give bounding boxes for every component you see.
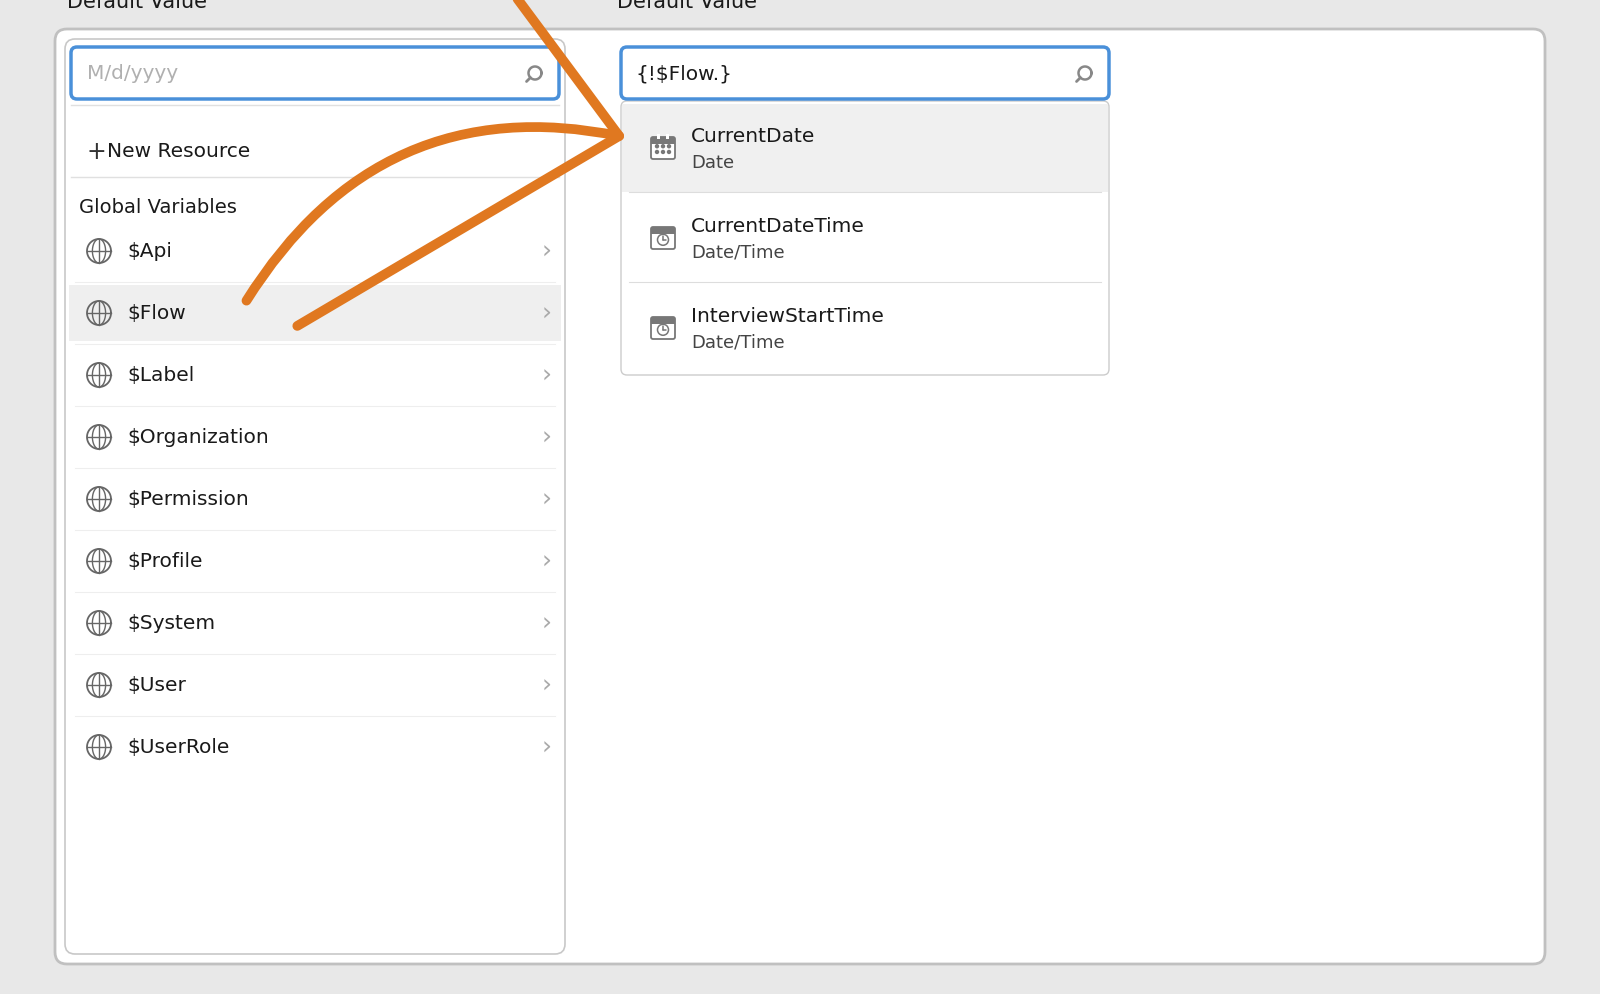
Text: $Organization: $Organization	[126, 428, 269, 447]
Text: InterviewStartTime: InterviewStartTime	[691, 307, 883, 326]
Text: ›: ›	[542, 550, 552, 574]
Circle shape	[656, 151, 659, 154]
Text: {!$Flow.}: {!$Flow.}	[635, 65, 731, 83]
FancyBboxPatch shape	[651, 138, 675, 160]
Text: New Resource: New Resource	[107, 142, 250, 161]
Bar	[651, 318, 675, 325]
Text: ›: ›	[542, 487, 552, 512]
Bar	[622, 105, 1107, 193]
Text: $UserRole: $UserRole	[126, 738, 229, 756]
Text: $Api: $Api	[126, 243, 171, 261]
Text: Date: Date	[691, 154, 734, 172]
Text: Global Variables: Global Variables	[78, 198, 237, 218]
Text: Date/Time: Date/Time	[691, 244, 784, 261]
Bar	[69, 286, 562, 342]
FancyBboxPatch shape	[621, 48, 1109, 100]
Text: $User: $User	[126, 676, 186, 695]
Text: CurrentDateTime: CurrentDateTime	[691, 218, 866, 237]
Text: Default Value: Default Value	[618, 0, 757, 12]
FancyBboxPatch shape	[70, 48, 558, 100]
Bar	[666, 135, 669, 140]
Text: ›: ›	[542, 302, 552, 326]
Text: $Permission: $Permission	[126, 490, 248, 509]
Text: Default Value: Default Value	[67, 0, 206, 12]
Bar	[651, 228, 675, 235]
FancyBboxPatch shape	[621, 102, 1109, 376]
Text: ›: ›	[542, 425, 552, 449]
Text: ›: ›	[542, 240, 552, 263]
Text: $System: $System	[126, 614, 214, 633]
Text: $Flow: $Flow	[126, 304, 186, 323]
Circle shape	[661, 145, 664, 148]
Bar	[651, 138, 675, 145]
Text: ›: ›	[542, 736, 552, 759]
Circle shape	[658, 325, 669, 336]
FancyBboxPatch shape	[54, 30, 1546, 964]
Circle shape	[667, 151, 670, 154]
FancyBboxPatch shape	[651, 228, 675, 249]
Text: CurrentDate: CurrentDate	[691, 127, 816, 146]
Text: ›: ›	[542, 673, 552, 698]
Text: $Label: $Label	[126, 366, 194, 385]
FancyBboxPatch shape	[651, 318, 675, 340]
Text: ›: ›	[542, 611, 552, 635]
Text: $Profile: $Profile	[126, 552, 203, 571]
Text: Date/Time: Date/Time	[691, 334, 784, 352]
Bar	[656, 135, 659, 140]
FancyBboxPatch shape	[66, 40, 565, 954]
Circle shape	[658, 235, 669, 246]
Circle shape	[656, 145, 659, 148]
Text: +: +	[86, 140, 114, 164]
Circle shape	[661, 151, 664, 154]
Circle shape	[667, 145, 670, 148]
Text: M/d/yyyy: M/d/yyyy	[86, 65, 178, 83]
Text: ›: ›	[542, 364, 552, 388]
